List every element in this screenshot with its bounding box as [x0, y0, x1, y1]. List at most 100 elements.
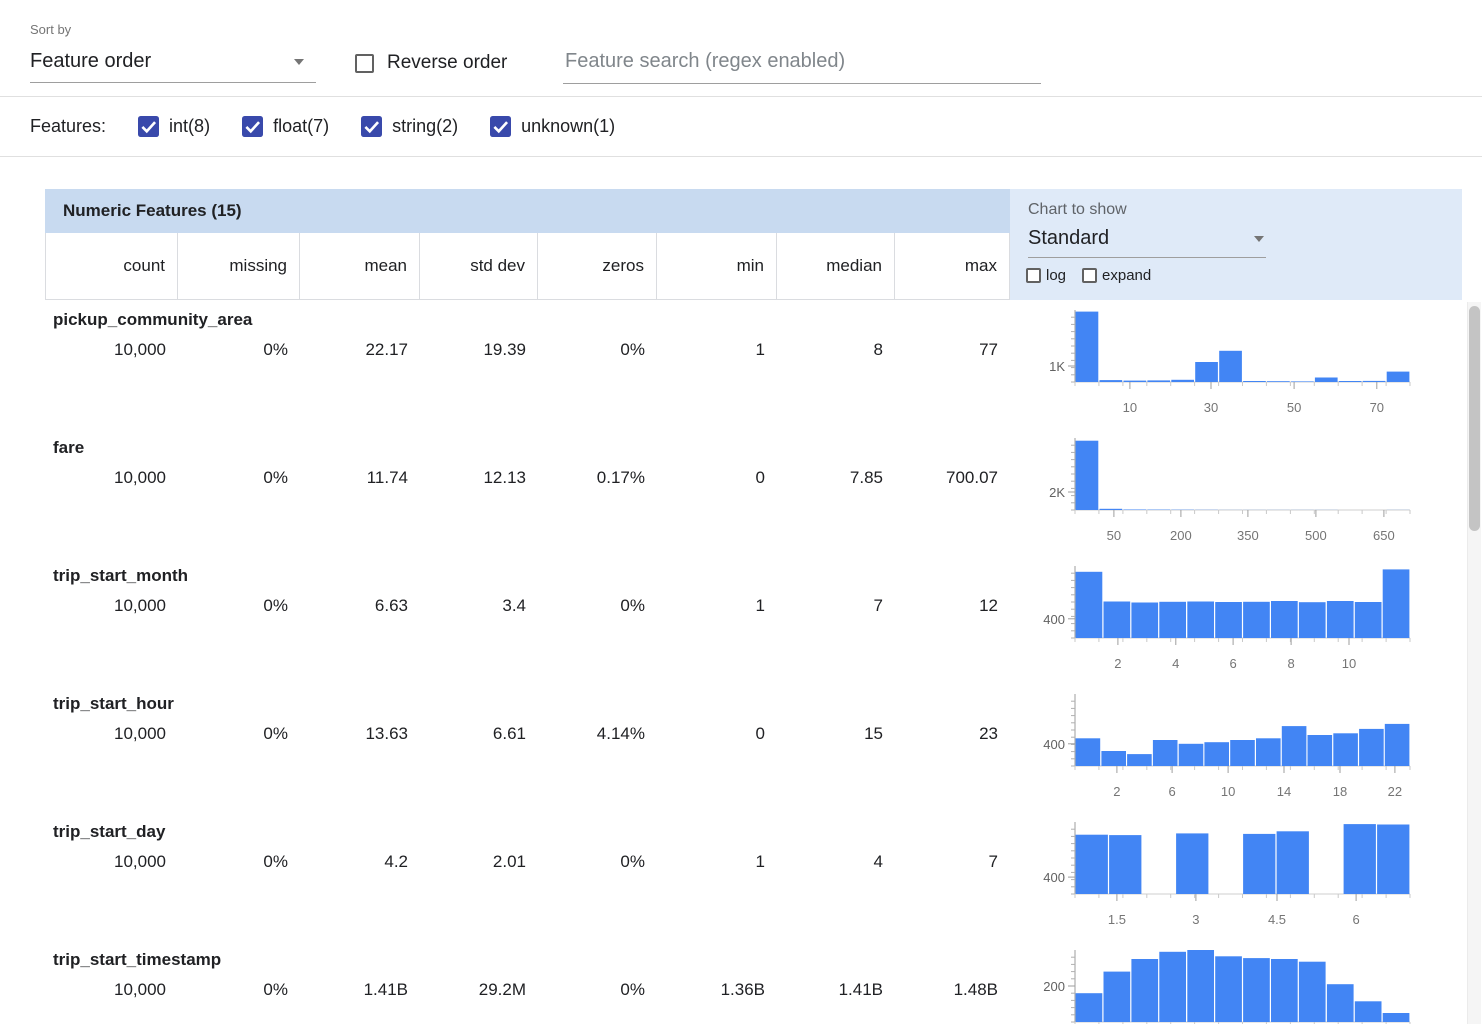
stat-std-dev: 12.13 — [483, 468, 526, 487]
svg-text:10: 10 — [1221, 784, 1235, 799]
svg-text:500: 500 — [1305, 528, 1327, 543]
stat-zeros: 0% — [620, 852, 645, 871]
svg-text:2K: 2K — [1049, 485, 1065, 500]
stat-std-dev: 2.01 — [492, 852, 526, 871]
stat-max: 700.07 — [946, 468, 998, 487]
filter-string[interactable]: string(2) — [361, 116, 458, 137]
stat-min: 0 — [755, 724, 765, 743]
filter-int[interactable]: int(8) — [138, 116, 210, 137]
table-header: Numeric Features (15) count missing mean st… — [45, 189, 1462, 300]
chart-type-dropdown[interactable]: Standard — [1028, 227, 1266, 258]
scrollbar-thumb[interactable] — [1469, 306, 1480, 531]
svg-text:14: 14 — [1277, 784, 1291, 799]
svg-text:70: 70 — [1370, 400, 1384, 415]
checkbox-icon — [1026, 268, 1041, 283]
features-label: Features: — [30, 116, 107, 136]
feature-row-pickup_community_area: pickup_community_area 10,000 0% 22.17 19.39 0… — [45, 300, 1462, 428]
stat-zeros: 4.14% — [596, 724, 645, 743]
feature-search-input[interactable] — [563, 46, 1041, 84]
stat-median: 7 — [873, 596, 883, 615]
checkbox-icon — [242, 116, 264, 137]
checkbox-icon — [490, 116, 512, 137]
feature-row-trip_start_month: trip_start_month 10,000 0% 6.63 3.4 0% 1 7 12 400… — [45, 556, 1462, 684]
column-header-count: count — [45, 233, 178, 299]
svg-text:4: 4 — [1172, 656, 1179, 671]
feature-row-trip_start_day: trip_start_day 10,000 0% 4.2 2.01 0% 1 4 7 400 1.5… — [45, 812, 1462, 940]
sort-by-dropdown[interactable]: Feature order — [30, 50, 316, 83]
numeric-features-title-band: Numeric Features (15) — [45, 189, 1010, 233]
vertical-scrollbar[interactable] — [1467, 302, 1481, 1024]
stat-median: 8 — [873, 340, 883, 359]
chevron-down-icon — [294, 59, 304, 65]
stat-zeros: 0% — [620, 340, 645, 359]
features-filter-bar: Features: int(8) float(7) string(2) unknown… — [0, 97, 1482, 157]
svg-text:650: 650 — [1373, 528, 1395, 543]
svg-text:6: 6 — [1352, 912, 1359, 927]
stat-max: 23 — [979, 724, 998, 743]
feature-name: pickup_community_area — [53, 310, 253, 329]
svg-text:6: 6 — [1229, 656, 1236, 671]
svg-text:10: 10 — [1123, 400, 1137, 415]
stat-count: 10,000 — [114, 852, 166, 871]
histogram-trip_start_month: 400 2 4 6 8 10 — [1010, 556, 1462, 684]
stat-mean: 1.41B — [363, 980, 408, 999]
stat-count: 10,000 — [114, 596, 166, 615]
expand-checkbox[interactable]: expand — [1082, 267, 1151, 284]
histogram-fare: 2K 50 200 350 500 650 — [1010, 428, 1462, 556]
svg-text:50: 50 — [1287, 400, 1301, 415]
feature-type-filters: int(8) float(7) string(2) unknown(1) — [138, 116, 615, 137]
svg-text:2: 2 — [1113, 784, 1120, 799]
stat-median: 4 — [873, 852, 883, 871]
stat-zeros: 0% — [620, 596, 645, 615]
stat-count: 10,000 — [114, 724, 166, 743]
stat-missing: 0% — [263, 980, 288, 999]
feature-name: trip_start_month — [53, 566, 189, 585]
stat-max: 77 — [979, 340, 998, 359]
stat-missing: 0% — [263, 596, 288, 615]
stat-max: 7 — [988, 852, 998, 871]
column-header-std-dev: std dev — [420, 233, 538, 299]
filter-label: unknown(1) — [521, 116, 616, 136]
stat-median: 15 — [864, 724, 883, 743]
expand-label: expand — [1102, 267, 1152, 284]
svg-text:30: 30 — [1204, 400, 1218, 415]
chart-panel: Chart to show Standard log expand — [1010, 189, 1462, 300]
svg-text:50: 50 — [1107, 528, 1121, 543]
svg-text:4.5: 4.5 — [1268, 912, 1286, 927]
histogram-trip_start_timestamp: 200 — [1010, 940, 1462, 1024]
stat-zeros: 0.17% — [596, 468, 645, 487]
stat-mean: 13.63 — [365, 724, 408, 743]
svg-text:200: 200 — [1170, 528, 1192, 543]
stat-std-dev: 19.39 — [483, 340, 526, 359]
svg-text:10: 10 — [1342, 656, 1356, 671]
stat-std-dev: 3.4 — [502, 596, 526, 615]
svg-text:18: 18 — [1333, 784, 1347, 799]
stat-min: 0 — [755, 468, 765, 487]
feature-row-trip_start_hour: trip_start_hour 10,000 0% 13.63 6.61 4.14% 0 15… — [45, 684, 1462, 812]
filter-unknown[interactable]: unknown(1) — [490, 116, 615, 137]
chevron-down-icon — [1254, 236, 1264, 242]
stat-zeros: 0% — [620, 980, 645, 999]
column-header-missing: missing — [178, 233, 300, 299]
stat-min: 1 — [755, 596, 765, 615]
chart-type-value: Standard — [1028, 227, 1110, 249]
svg-text:400: 400 — [1043, 870, 1065, 885]
numeric-features-table: Numeric Features (15) count missing mean st… — [45, 189, 1462, 1024]
column-header-mean: mean — [300, 233, 420, 299]
stat-max: 1.48B — [953, 980, 998, 999]
log-checkbox[interactable]: log — [1026, 267, 1066, 284]
chart-options: log expand — [1026, 267, 1151, 284]
feature-rows: pickup_community_area 10,000 0% 22.17 19.39 0… — [45, 300, 1462, 1024]
svg-text:1.5: 1.5 — [1108, 912, 1126, 927]
reverse-order-checkbox[interactable]: Reverse order — [355, 52, 507, 74]
column-header-zeros: zeros — [538, 233, 657, 299]
chart-to-show-label: Chart to show — [1028, 201, 1127, 218]
filter-float[interactable]: float(7) — [242, 116, 329, 137]
stat-min: 1 — [755, 852, 765, 871]
stat-std-dev: 6.61 — [492, 724, 526, 743]
sort-by-value: Feature order — [30, 50, 152, 72]
svg-text:6: 6 — [1168, 784, 1175, 799]
svg-text:400: 400 — [1043, 612, 1065, 627]
feature-name: trip_start_day — [53, 822, 166, 841]
